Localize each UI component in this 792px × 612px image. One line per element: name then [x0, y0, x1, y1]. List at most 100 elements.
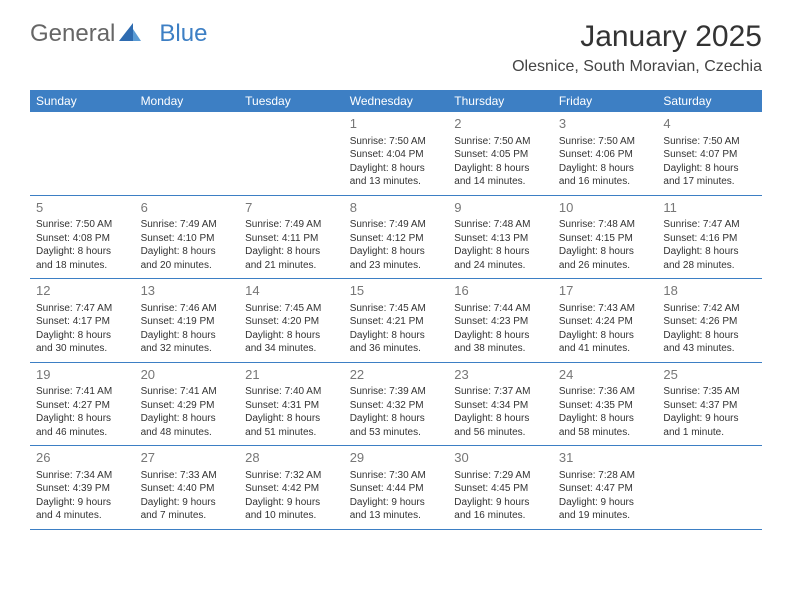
- day-sunset: Sunset: 4:42 PM: [245, 482, 338, 496]
- day-cell: 28Sunrise: 7:32 AMSunset: 4:42 PMDayligh…: [239, 446, 344, 529]
- day-daylight1: Daylight: 8 hours: [350, 412, 443, 426]
- day-number: 4: [663, 115, 756, 133]
- day-daylight1: Daylight: 8 hours: [350, 329, 443, 343]
- day-sunset: Sunset: 4:06 PM: [559, 148, 652, 162]
- day-daylight1: Daylight: 8 hours: [350, 162, 443, 176]
- day-daylight1: Daylight: 8 hours: [559, 329, 652, 343]
- day-number: 27: [141, 449, 234, 467]
- day-sunset: Sunset: 4:16 PM: [663, 232, 756, 246]
- day-cell: 10Sunrise: 7:48 AMSunset: 4:15 PMDayligh…: [553, 196, 658, 279]
- day-cell: 23Sunrise: 7:37 AMSunset: 4:34 PMDayligh…: [448, 363, 553, 446]
- day-sunset: Sunset: 4:31 PM: [245, 399, 338, 413]
- day-sunrise: Sunrise: 7:44 AM: [454, 302, 547, 316]
- day-number: 2: [454, 115, 547, 133]
- day-sunset: Sunset: 4:40 PM: [141, 482, 234, 496]
- day-sunrise: Sunrise: 7:49 AM: [350, 218, 443, 232]
- day-daylight2: and 56 minutes.: [454, 426, 547, 440]
- day-daylight2: and 23 minutes.: [350, 259, 443, 273]
- day-daylight2: and 16 minutes.: [454, 509, 547, 523]
- day-daylight2: and 17 minutes.: [663, 175, 756, 189]
- day-cell: 8Sunrise: 7:49 AMSunset: 4:12 PMDaylight…: [344, 196, 449, 279]
- day-cell-empty: [135, 112, 240, 195]
- day-daylight2: and 51 minutes.: [245, 426, 338, 440]
- day-cell: 9Sunrise: 7:48 AMSunset: 4:13 PMDaylight…: [448, 196, 553, 279]
- day-cell: 17Sunrise: 7:43 AMSunset: 4:24 PMDayligh…: [553, 279, 658, 362]
- day-cell: 18Sunrise: 7:42 AMSunset: 4:26 PMDayligh…: [657, 279, 762, 362]
- day-daylight2: and 58 minutes.: [559, 426, 652, 440]
- weekday-header: Monday: [135, 90, 240, 112]
- title-block: January 2025 Olesnice, South Moravian, C…: [512, 20, 762, 76]
- day-number: 17: [559, 282, 652, 300]
- weekday-header-row: Sunday Monday Tuesday Wednesday Thursday…: [30, 90, 762, 112]
- day-daylight1: Daylight: 8 hours: [141, 329, 234, 343]
- day-daylight1: Daylight: 8 hours: [663, 162, 756, 176]
- day-daylight1: Daylight: 8 hours: [454, 412, 547, 426]
- day-sunrise: Sunrise: 7:45 AM: [245, 302, 338, 316]
- day-daylight1: Daylight: 9 hours: [559, 496, 652, 510]
- brand-logo: General Blue: [30, 20, 207, 48]
- day-sunrise: Sunrise: 7:35 AM: [663, 385, 756, 399]
- day-number: 28: [245, 449, 338, 467]
- day-cell: 11Sunrise: 7:47 AMSunset: 4:16 PMDayligh…: [657, 196, 762, 279]
- weeks-container: 1Sunrise: 7:50 AMSunset: 4:04 PMDaylight…: [30, 112, 762, 530]
- brand-part2: Blue: [159, 20, 207, 48]
- day-sunrise: Sunrise: 7:50 AM: [663, 135, 756, 149]
- day-number: 9: [454, 199, 547, 217]
- day-sunrise: Sunrise: 7:34 AM: [36, 469, 129, 483]
- day-daylight2: and 24 minutes.: [454, 259, 547, 273]
- day-daylight2: and 20 minutes.: [141, 259, 234, 273]
- brand-part1: General: [30, 20, 115, 48]
- day-daylight2: and 34 minutes.: [245, 342, 338, 356]
- day-daylight1: Daylight: 9 hours: [36, 496, 129, 510]
- weekday-header: Saturday: [657, 90, 762, 112]
- day-number: 22: [350, 366, 443, 384]
- day-daylight2: and 26 minutes.: [559, 259, 652, 273]
- day-daylight1: Daylight: 8 hours: [559, 245, 652, 259]
- day-sunrise: Sunrise: 7:37 AM: [454, 385, 547, 399]
- day-daylight1: Daylight: 8 hours: [559, 412, 652, 426]
- day-sunset: Sunset: 4:15 PM: [559, 232, 652, 246]
- day-daylight1: Daylight: 9 hours: [663, 412, 756, 426]
- day-daylight2: and 32 minutes.: [141, 342, 234, 356]
- day-cell: 5Sunrise: 7:50 AMSunset: 4:08 PMDaylight…: [30, 196, 135, 279]
- day-daylight2: and 13 minutes.: [350, 509, 443, 523]
- day-cell: 29Sunrise: 7:30 AMSunset: 4:44 PMDayligh…: [344, 446, 449, 529]
- day-sunset: Sunset: 4:10 PM: [141, 232, 234, 246]
- day-number: 5: [36, 199, 129, 217]
- weekday-header: Sunday: [30, 90, 135, 112]
- day-sunrise: Sunrise: 7:43 AM: [559, 302, 652, 316]
- day-sunset: Sunset: 4:45 PM: [454, 482, 547, 496]
- day-cell: 26Sunrise: 7:34 AMSunset: 4:39 PMDayligh…: [30, 446, 135, 529]
- day-daylight1: Daylight: 8 hours: [245, 329, 338, 343]
- day-cell: 12Sunrise: 7:47 AMSunset: 4:17 PMDayligh…: [30, 279, 135, 362]
- day-daylight2: and 4 minutes.: [36, 509, 129, 523]
- day-cell: 25Sunrise: 7:35 AMSunset: 4:37 PMDayligh…: [657, 363, 762, 446]
- week-row: 5Sunrise: 7:50 AMSunset: 4:08 PMDaylight…: [30, 196, 762, 280]
- day-sunset: Sunset: 4:32 PM: [350, 399, 443, 413]
- day-cell: 7Sunrise: 7:49 AMSunset: 4:11 PMDaylight…: [239, 196, 344, 279]
- day-daylight2: and 1 minute.: [663, 426, 756, 440]
- weekday-header: Thursday: [448, 90, 553, 112]
- day-daylight2: and 16 minutes.: [559, 175, 652, 189]
- day-number: 25: [663, 366, 756, 384]
- day-sunset: Sunset: 4:37 PM: [663, 399, 756, 413]
- day-number: 12: [36, 282, 129, 300]
- day-number: 1: [350, 115, 443, 133]
- day-cell: 16Sunrise: 7:44 AMSunset: 4:23 PMDayligh…: [448, 279, 553, 362]
- day-sunset: Sunset: 4:05 PM: [454, 148, 547, 162]
- day-sunrise: Sunrise: 7:50 AM: [350, 135, 443, 149]
- day-cell: 6Sunrise: 7:49 AMSunset: 4:10 PMDaylight…: [135, 196, 240, 279]
- day-sunset: Sunset: 4:44 PM: [350, 482, 443, 496]
- day-daylight1: Daylight: 8 hours: [141, 412, 234, 426]
- day-number: 21: [245, 366, 338, 384]
- day-cell-empty: [30, 112, 135, 195]
- day-number: 14: [245, 282, 338, 300]
- day-daylight2: and 30 minutes.: [36, 342, 129, 356]
- day-number: 24: [559, 366, 652, 384]
- day-cell: 14Sunrise: 7:45 AMSunset: 4:20 PMDayligh…: [239, 279, 344, 362]
- day-number: 15: [350, 282, 443, 300]
- day-daylight1: Daylight: 8 hours: [663, 329, 756, 343]
- day-sunrise: Sunrise: 7:39 AM: [350, 385, 443, 399]
- day-sunset: Sunset: 4:39 PM: [36, 482, 129, 496]
- day-number: 19: [36, 366, 129, 384]
